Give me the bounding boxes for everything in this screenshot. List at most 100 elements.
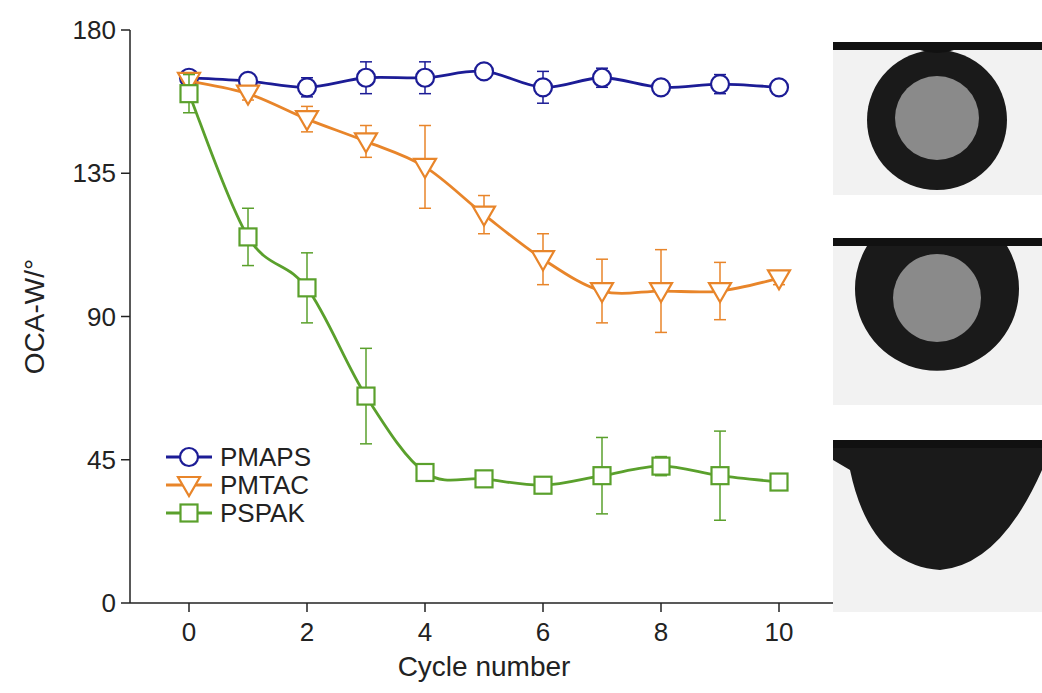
- error-cap: [714, 319, 726, 321]
- error-cap: [419, 61, 431, 63]
- y-tick: [121, 316, 130, 318]
- y-tick: [121, 602, 130, 604]
- data-point: [416, 69, 434, 87]
- y-tick-label: 90: [87, 302, 116, 332]
- data-point: [237, 86, 259, 105]
- data-point: [652, 78, 670, 96]
- legend: PMAPSPMTACPSPAK: [166, 442, 311, 528]
- series-line: [189, 81, 779, 293]
- error-cap: [537, 71, 549, 73]
- y-tick-label: 180: [73, 15, 116, 45]
- x-tick: [188, 603, 190, 612]
- droplet: [833, 448, 1042, 570]
- error-cap: [301, 252, 313, 254]
- photo-surface: [833, 42, 1042, 50]
- data-point: [535, 477, 552, 494]
- photo-background: [833, 440, 1042, 612]
- data-point: [473, 207, 495, 226]
- data-point: [240, 228, 257, 245]
- series-pmtac: [178, 73, 790, 332]
- series-pmaps: [180, 62, 788, 103]
- x-tick-label: 2: [300, 617, 314, 647]
- x-tick: [306, 603, 308, 612]
- error-cap: [360, 157, 372, 159]
- x-tick: [542, 603, 544, 612]
- photo-background: [833, 238, 1042, 405]
- droplet: [867, 50, 1007, 190]
- droplet-neck: [920, 50, 954, 53]
- data-point: [532, 251, 554, 270]
- error-cap: [360, 348, 372, 350]
- x-tick-label: 6: [536, 617, 550, 647]
- y-tick-label: 45: [87, 445, 116, 475]
- legend-marker: [181, 505, 198, 522]
- droplet-highlight: [895, 76, 979, 160]
- series-line: [189, 94, 779, 486]
- error-cap: [537, 102, 549, 104]
- data-point: [355, 133, 377, 152]
- data-point: [475, 62, 493, 80]
- error-cap: [419, 93, 431, 95]
- error-cap: [478, 195, 490, 197]
- legend-marker: [180, 448, 198, 466]
- error-cap: [183, 74, 195, 76]
- x-tick-label: 0: [182, 617, 196, 647]
- error-cap: [655, 332, 667, 334]
- x-tick-label: 4: [418, 617, 432, 647]
- error-cap: [183, 74, 195, 76]
- legend-marker: [178, 477, 200, 496]
- data-point: [534, 78, 552, 96]
- data-point: [591, 283, 613, 302]
- error-cap: [537, 233, 549, 235]
- data-point: [298, 78, 316, 96]
- y-tick-label: 135: [73, 158, 116, 188]
- error-cap: [183, 112, 195, 114]
- legend-label: PMTAC: [220, 470, 309, 500]
- error-cap: [714, 262, 726, 264]
- data-point: [771, 474, 788, 491]
- error-cap: [596, 258, 608, 260]
- error-cap: [596, 322, 608, 324]
- error-cap: [301, 322, 313, 324]
- error-cap: [360, 443, 372, 445]
- error-cap: [242, 208, 254, 210]
- error-cap: [360, 125, 372, 127]
- photo-background: [833, 42, 1042, 195]
- x-tick: [660, 603, 662, 612]
- error-cap: [242, 265, 254, 267]
- chart: 045901351800246810Cycle numberOCA-W/°PMA…: [0, 0, 1042, 693]
- droplet: [855, 246, 1019, 371]
- data-point: [299, 279, 316, 296]
- photo-surface: [833, 440, 1042, 448]
- data-point: [650, 283, 672, 302]
- error-cap: [714, 430, 726, 432]
- y-axis-title: OCA-W/°: [19, 259, 50, 374]
- error-cap: [419, 208, 431, 210]
- droplet-images: [833, 42, 1042, 612]
- data-point: [770, 78, 788, 96]
- error-cap: [714, 519, 726, 521]
- data-point: [712, 467, 729, 484]
- y-tick: [121, 459, 130, 461]
- error-cap: [360, 61, 372, 63]
- x-tick: [424, 603, 426, 612]
- data-point: [296, 111, 318, 130]
- error-cap: [360, 93, 372, 95]
- x-tick-label: 10: [765, 617, 794, 647]
- droplet-highlight: [893, 254, 981, 342]
- legend-label: PSPAK: [220, 498, 305, 528]
- data-point: [593, 69, 611, 87]
- data-point: [711, 75, 729, 93]
- x-axis-title: Cycle number: [398, 651, 571, 682]
- data-point: [594, 467, 611, 484]
- photo-surface: [833, 238, 1042, 246]
- data-point: [768, 270, 790, 289]
- data-point: [709, 283, 731, 302]
- x-tick-label: 8: [654, 617, 668, 647]
- data-point: [653, 458, 670, 475]
- y-tick: [121, 173, 130, 175]
- data-point: [181, 85, 198, 102]
- error-cap: [419, 125, 431, 127]
- error-cap: [655, 249, 667, 251]
- data-point: [414, 159, 436, 178]
